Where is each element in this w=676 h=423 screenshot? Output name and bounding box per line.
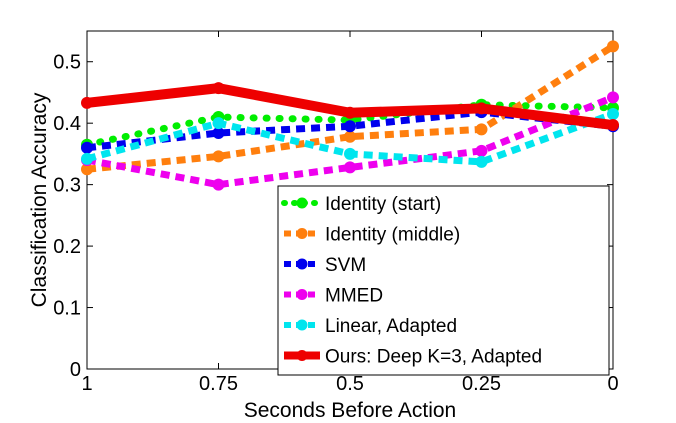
data-point — [212, 178, 225, 191]
series-layer — [81, 40, 619, 191]
axes: 1 0.75 0.5 0.25 0 0 0.1 0.2 0.3 0.4 0.5 — [53, 30, 619, 395]
data-point — [212, 150, 225, 163]
x-tick-label: 0.75 — [199, 373, 238, 395]
data-point — [212, 82, 225, 95]
legend-marker — [296, 319, 308, 331]
data-point — [607, 107, 619, 120]
data-point — [81, 163, 93, 176]
legend: Identity (start) Identity (middle) SVM MMED… — [277, 185, 610, 376]
legend-marker — [296, 197, 308, 209]
legend-entry: Linear, Adapted — [284, 316, 457, 337]
series-linear-adapted — [81, 107, 619, 168]
y-tick-label: 0.4 — [53, 113, 81, 135]
legend-label: Linear, Adapted — [325, 316, 457, 337]
x-tick-label: 0.25 — [462, 373, 501, 395]
data-point — [344, 161, 356, 174]
legend-label: MMED — [325, 286, 383, 307]
y-tick-label: 0.2 — [53, 236, 81, 258]
x-tick-label: 0 — [607, 373, 618, 395]
data-point — [344, 120, 356, 133]
legend-entry: Ours: Deep K=3, Adapted — [284, 347, 542, 368]
y-tick-label: 0.3 — [53, 175, 81, 197]
x-tick-label: 0.5 — [336, 373, 364, 395]
data-point — [81, 141, 93, 154]
legend-label: SVM — [325, 255, 366, 276]
data-point — [607, 40, 619, 53]
legend-box — [277, 185, 610, 376]
y-tick-label: 0.5 — [53, 52, 81, 74]
data-point — [475, 144, 488, 157]
data-point — [475, 123, 488, 136]
legend-label: Ours: Deep K=3, Adapted — [325, 347, 542, 368]
data-point — [344, 130, 356, 143]
data-point — [344, 147, 356, 160]
data-point — [344, 106, 356, 119]
legend-label: Identity (middle) — [325, 225, 460, 246]
legend-entry: Identity (middle) — [284, 225, 460, 246]
data-point — [607, 91, 619, 104]
y-tick-label: 0 — [70, 359, 81, 381]
series-ours-deep-k-3-adapted — [81, 82, 619, 132]
data-point — [81, 96, 93, 109]
legend-entry: SVM — [284, 255, 366, 276]
data-point — [607, 119, 619, 132]
data-point — [212, 117, 225, 130]
data-point — [212, 127, 225, 140]
legend-entry: Identity (start) — [281, 194, 441, 215]
data-point — [475, 155, 488, 168]
legend-marker — [296, 289, 308, 300]
data-point — [81, 152, 93, 165]
series-line — [83, 101, 617, 149]
y-axis-title: Classification Accuracy — [28, 92, 51, 307]
x-tick-label: 1 — [81, 373, 92, 395]
legend-marker — [296, 228, 308, 239]
legend-entry: MMED — [284, 286, 383, 307]
legend-marker — [296, 350, 308, 361]
x-axis-title: Seconds Before Action — [244, 399, 456, 422]
y-tick-label: 0.1 — [53, 298, 81, 320]
legend-label: Identity (start) — [325, 194, 441, 215]
series-identity-middle — [81, 40, 619, 176]
legend-marker — [296, 258, 308, 270]
data-point — [475, 102, 488, 115]
